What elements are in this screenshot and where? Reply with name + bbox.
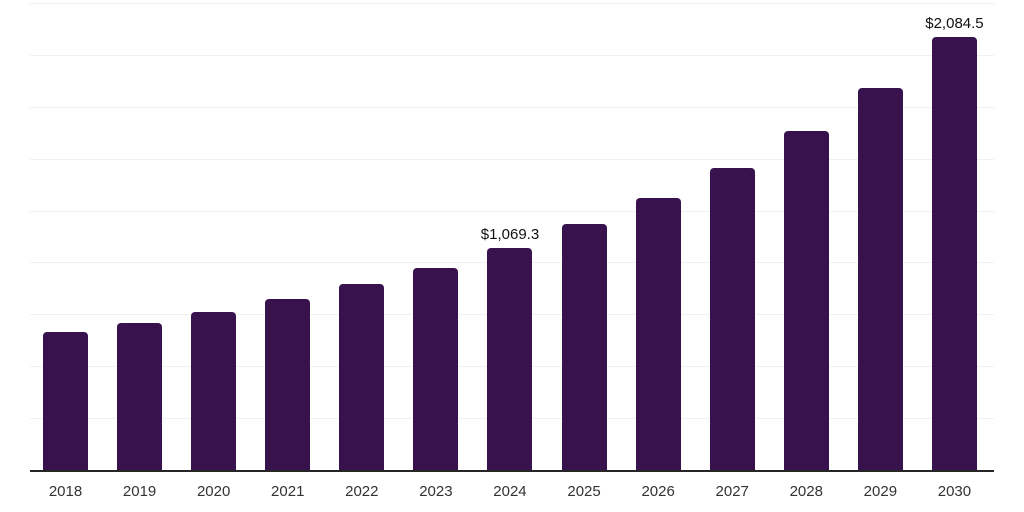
bar-2023 xyxy=(413,267,459,470)
bar-slot-2020 xyxy=(191,311,237,470)
gridline-1500 xyxy=(30,158,994,160)
x-tick-2028: 2028 xyxy=(789,483,823,500)
gridline-1250 xyxy=(30,210,994,212)
bar-2018 xyxy=(43,332,88,470)
x-tick-2020: 2020 xyxy=(196,483,231,500)
x-tick-2022: 2022 xyxy=(345,483,379,500)
bar-slot-2028 xyxy=(783,131,829,470)
bar-slot-2027 xyxy=(709,167,755,470)
x-tick-2025: 2025 xyxy=(567,483,601,500)
x-tick-2019: 2019 xyxy=(122,483,157,500)
x-tick-2026: 2026 xyxy=(641,483,675,500)
x-axis: 2018 2019 2020 2021 2022 2023 2024 2025 2026 2027… xyxy=(30,484,994,500)
value-label-2024: $1,069.3 xyxy=(480,226,540,244)
plot-area: $1,069.3 $2,084.5 xyxy=(30,3,994,472)
bar-slot-2025 xyxy=(561,224,607,470)
x-tick-2018: 2018 xyxy=(48,483,83,500)
gridline-1750 xyxy=(30,106,994,108)
gridline-2000 xyxy=(30,54,994,56)
bar-slot-2019 xyxy=(117,322,163,470)
bar-slot-2018 xyxy=(43,332,88,470)
x-tick-2030: 2030 xyxy=(937,483,972,500)
x-tick-2024: 2024 xyxy=(493,483,527,500)
bar-2020 xyxy=(191,311,237,470)
bar-slot-2022 xyxy=(339,284,385,470)
x-tick-2023: 2023 xyxy=(419,483,453,500)
bar-slot-2030: $2,084.5 xyxy=(925,16,984,470)
bar-2021 xyxy=(265,299,311,470)
bar-2030 xyxy=(931,37,977,470)
bar-2022 xyxy=(339,284,385,470)
bar-slot-2021 xyxy=(265,299,311,470)
bar-2019 xyxy=(117,322,163,470)
bar-2028 xyxy=(783,131,829,470)
value-label-2030: $2,084.5 xyxy=(925,15,984,33)
bar-2027 xyxy=(709,167,755,470)
bar-2025 xyxy=(561,224,607,470)
bar-slot-2024: $1,069.3 xyxy=(481,227,539,470)
x-tick-2021: 2021 xyxy=(271,483,305,500)
bar-slot-2023 xyxy=(413,267,459,470)
bar-2026 xyxy=(635,198,681,470)
bar-slot-2029 xyxy=(857,88,903,470)
x-tick-2029: 2029 xyxy=(863,483,898,500)
bar-2024 xyxy=(487,248,533,470)
gridline-2250 xyxy=(30,3,994,4)
x-tick-2027: 2027 xyxy=(715,483,749,500)
bar-slot-2026 xyxy=(635,198,681,470)
bars-container: $1,069.3 $2,084.5 xyxy=(30,3,994,470)
bar-2029 xyxy=(857,88,903,470)
